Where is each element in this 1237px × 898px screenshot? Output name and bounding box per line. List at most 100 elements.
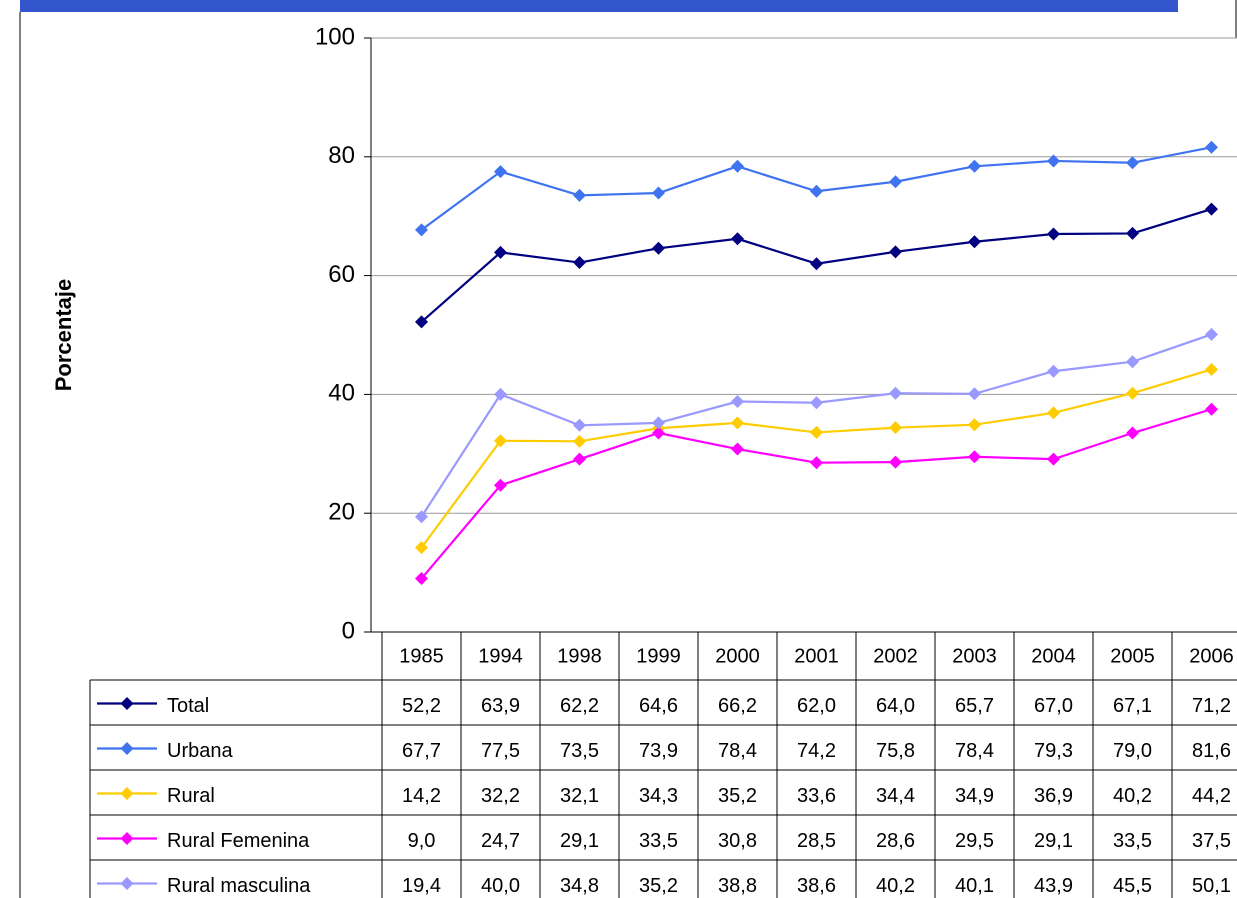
point-marker <box>731 159 744 173</box>
legend-marker <box>120 697 134 710</box>
point-marker <box>415 510 428 524</box>
table-value: 28,5 <box>797 830 836 852</box>
legend-marker <box>120 787 134 800</box>
point-marker <box>573 452 586 466</box>
table-value: 40,1 <box>955 875 994 897</box>
y-tick-label: 40 <box>328 380 355 407</box>
point-marker <box>1047 364 1060 378</box>
point-marker <box>968 418 981 432</box>
point-marker <box>652 241 665 255</box>
table-value: 63,9 <box>481 695 520 717</box>
point-marker <box>1205 202 1218 216</box>
table-value: 43,9 <box>1034 875 1073 897</box>
series-line <box>420 333 1212 518</box>
legend-label: Rural masculina <box>167 875 311 897</box>
x-tick-label: 2001 <box>794 645 839 667</box>
table-value: 45,5 <box>1113 875 1152 897</box>
point-marker <box>731 416 744 430</box>
table-value: 75,8 <box>876 740 915 762</box>
point-marker <box>1126 156 1139 170</box>
table-value: 77,5 <box>481 740 520 762</box>
x-tick-label: 1998 <box>557 645 602 667</box>
table-value: 9,0 <box>408 830 436 852</box>
table-value: 34,8 <box>560 875 599 897</box>
x-tick-label: 2006 <box>1189 645 1234 667</box>
legend-marker <box>120 742 134 755</box>
table-value: 29,1 <box>1034 830 1073 852</box>
point-marker <box>731 442 744 456</box>
table-value: 73,9 <box>639 740 678 762</box>
point-marker <box>494 165 507 179</box>
legend-label: Total <box>167 695 209 717</box>
y-tick-label: 100 <box>315 23 355 50</box>
point-marker <box>652 416 665 430</box>
table-value: 35,2 <box>639 875 678 897</box>
table-value: 73,5 <box>560 740 599 762</box>
point-marker <box>494 434 507 448</box>
table-value: 19,4 <box>402 875 441 897</box>
point-marker <box>573 418 586 432</box>
y-tick-label: 20 <box>328 499 355 526</box>
x-tick-label: 2000 <box>715 645 760 667</box>
table-value: 79,3 <box>1034 740 1073 762</box>
table-value: 32,2 <box>481 785 520 807</box>
point-marker <box>731 395 744 409</box>
point-marker <box>810 184 823 198</box>
table-value: 34,4 <box>876 785 915 807</box>
table-value: 29,5 <box>955 830 994 852</box>
y-tick-label: 80 <box>328 142 355 169</box>
table-value: 64,6 <box>639 695 678 717</box>
table-value: 44,2 <box>1192 785 1231 807</box>
point-marker <box>415 315 428 329</box>
point-marker <box>1047 154 1060 168</box>
x-tick-label: 2003 <box>952 645 997 667</box>
table-value: 71,2 <box>1192 695 1231 717</box>
table-value: 32,1 <box>560 785 599 807</box>
table-value: 38,8 <box>718 875 757 897</box>
table-value: 78,4 <box>718 740 757 762</box>
table-value: 24,7 <box>481 830 520 852</box>
x-tick-label: 2005 <box>1110 645 1155 667</box>
point-marker <box>1047 227 1060 241</box>
y-axis-label: Porcentaje <box>51 279 76 392</box>
table-value: 33,6 <box>797 785 836 807</box>
table-value: 29,1 <box>560 830 599 852</box>
point-marker <box>889 455 902 469</box>
legend-marker <box>120 877 134 890</box>
point-marker <box>1126 386 1139 400</box>
point-marker <box>889 386 902 400</box>
x-tick-label: 2004 <box>1031 645 1076 667</box>
point-marker <box>494 245 507 259</box>
point-marker <box>1126 426 1139 440</box>
y-tick-label: 60 <box>328 261 355 288</box>
x-tick-label: 2002 <box>873 645 918 667</box>
point-marker <box>1205 140 1218 154</box>
table-value: 67,7 <box>402 740 441 762</box>
point-marker <box>573 188 586 202</box>
table-value: 52,2 <box>402 695 441 717</box>
point-marker <box>968 235 981 249</box>
point-marker <box>573 256 586 270</box>
table-value: 50,1 <box>1192 875 1231 897</box>
table-value: 34,9 <box>955 785 994 807</box>
table-value: 67,0 <box>1034 695 1073 717</box>
point-marker <box>415 541 428 555</box>
point-marker <box>889 245 902 259</box>
legend-label: Urbana <box>167 740 233 762</box>
table-value: 35,2 <box>718 785 757 807</box>
point-marker <box>810 456 823 470</box>
table-value: 33,5 <box>1113 830 1152 852</box>
point-marker <box>415 572 428 586</box>
table-value: 64,0 <box>876 695 915 717</box>
point-marker <box>494 478 507 492</box>
table-value: 62,2 <box>560 695 599 717</box>
point-marker <box>415 223 428 237</box>
x-tick-label: 1994 <box>478 645 523 667</box>
y-tick-label: 0 <box>342 617 355 644</box>
table-value: 78,4 <box>955 740 994 762</box>
table-value: 40,2 <box>1113 785 1152 807</box>
legend-label: Rural <box>167 785 215 807</box>
x-tick-label: 1985 <box>399 645 444 667</box>
